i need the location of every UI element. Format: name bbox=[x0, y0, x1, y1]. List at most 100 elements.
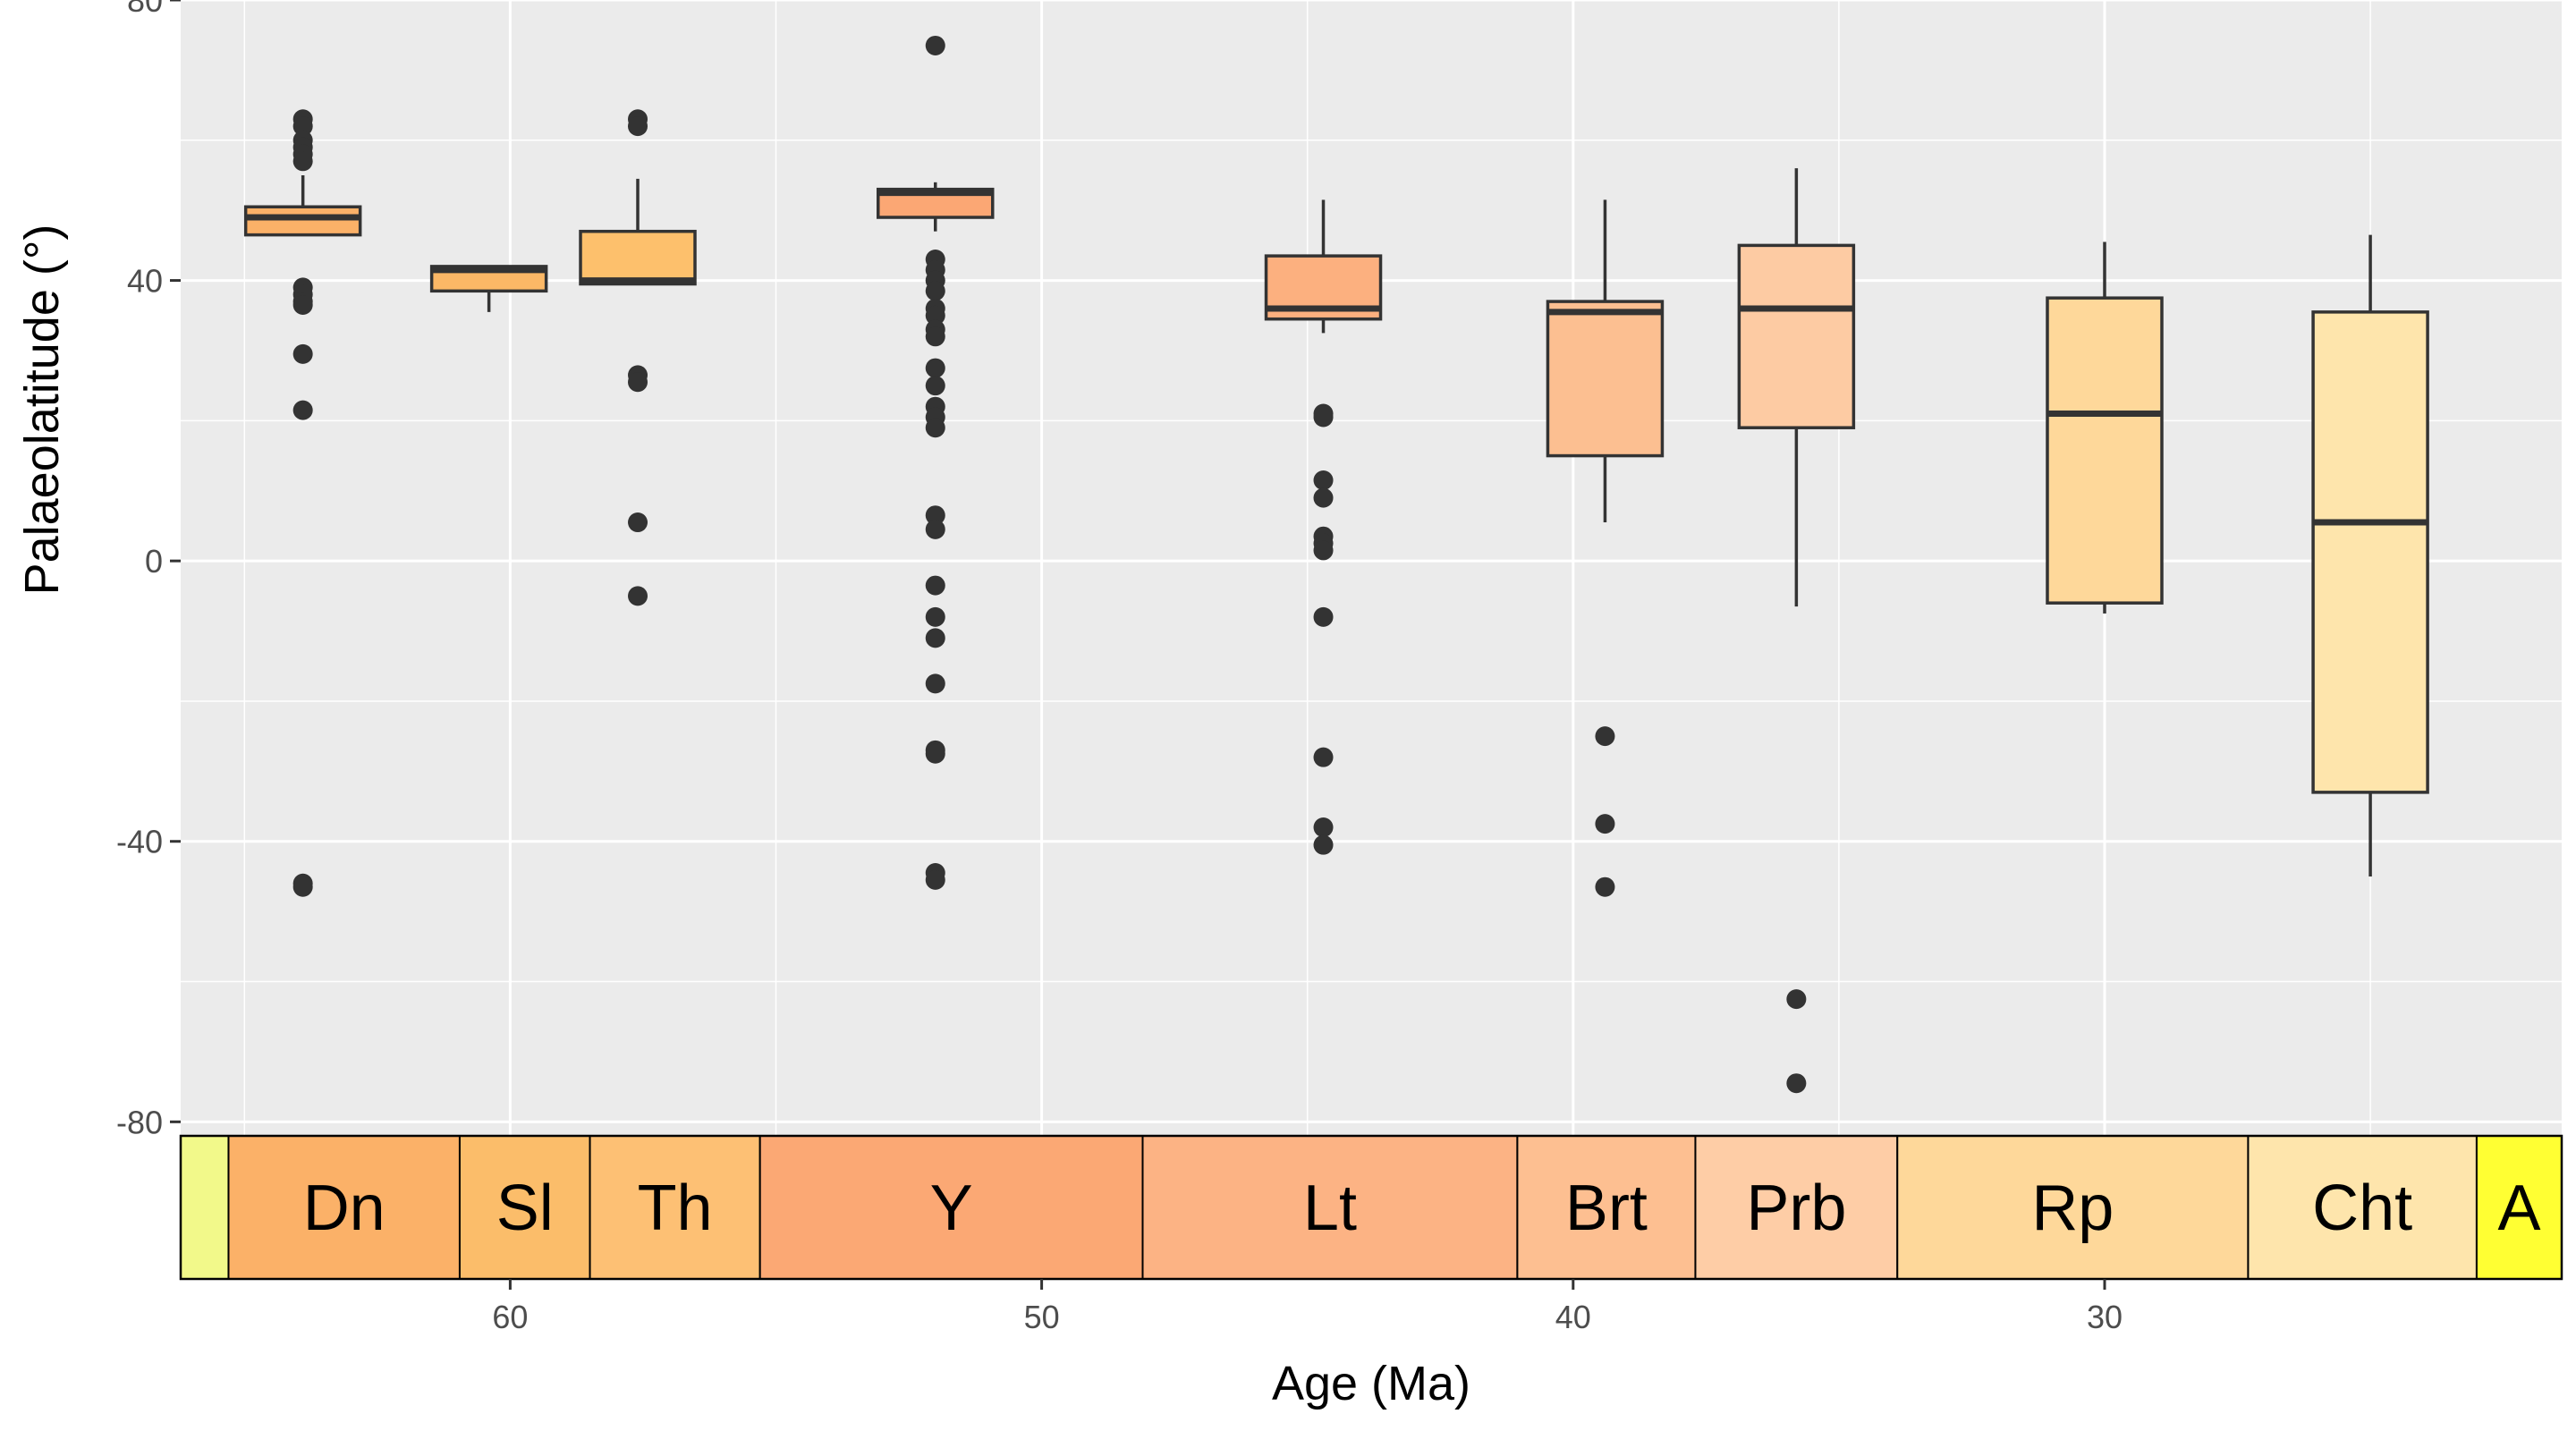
stage-label: Lt bbox=[1303, 1173, 1357, 1244]
outlier-point bbox=[1313, 470, 1334, 491]
outlier-point bbox=[292, 116, 313, 137]
stage-label: Sl bbox=[496, 1173, 554, 1244]
outlier-point bbox=[292, 400, 313, 420]
outlier-point bbox=[925, 869, 945, 890]
stage-Cht: Cht bbox=[2247, 1135, 2478, 1280]
y-tick-label: 0 bbox=[145, 543, 163, 580]
stage-cell bbox=[458, 1135, 591, 1280]
stage-label: Y bbox=[930, 1173, 973, 1244]
outlier-point bbox=[1313, 834, 1334, 855]
stage-label: Rp bbox=[2031, 1173, 2114, 1244]
stage-cell bbox=[1896, 1135, 2250, 1280]
stage-Y: Y bbox=[758, 1135, 1144, 1280]
x-tick-label: 40 bbox=[1555, 1299, 1591, 1335]
x-tick-label: 30 bbox=[2087, 1299, 2123, 1335]
stage-Rp: Rp bbox=[1896, 1135, 2250, 1280]
box-Brt bbox=[1546, 199, 1665, 897]
outlier-point bbox=[1595, 876, 1615, 897]
outlier-point bbox=[1595, 814, 1615, 834]
stage-Brt: Brt bbox=[1516, 1135, 1697, 1280]
outlier-point bbox=[925, 628, 945, 648]
outlier-point bbox=[1786, 989, 1807, 1010]
y-tick-label: 40 bbox=[127, 263, 163, 300]
y-axis-title: Palaeolatitude (°) bbox=[15, 224, 69, 596]
box-iqr bbox=[2046, 296, 2164, 605]
stage-cell bbox=[180, 1135, 230, 1280]
stage-unlabeled bbox=[180, 1135, 230, 1280]
box-iqr bbox=[1546, 300, 1665, 458]
outlier-point bbox=[925, 673, 945, 694]
y-tick-label: 80 bbox=[127, 0, 163, 19]
box-series bbox=[243, 35, 2429, 1094]
stage-Lt: Lt bbox=[1141, 1135, 1519, 1280]
stage-cell bbox=[2247, 1135, 2478, 1280]
stage-label: Prb bbox=[1746, 1173, 1846, 1244]
box-iqr bbox=[243, 205, 362, 237]
outlier-point bbox=[628, 512, 648, 533]
box-Prb bbox=[1737, 168, 1856, 1094]
stage-cell bbox=[1141, 1135, 1519, 1280]
x-tick-label: 60 bbox=[492, 1299, 528, 1335]
box-iqr bbox=[1737, 243, 1856, 429]
stage-Prb: Prb bbox=[1694, 1135, 1899, 1280]
outlier-point bbox=[925, 376, 945, 396]
outlier-point bbox=[292, 343, 313, 364]
stage-cell bbox=[758, 1135, 1144, 1280]
stage-A: A bbox=[2475, 1135, 2563, 1280]
outlier-point bbox=[925, 575, 945, 596]
outlier-point bbox=[1313, 540, 1334, 561]
stage-Dn: Dn bbox=[227, 1135, 461, 1280]
stage-label: A bbox=[2497, 1173, 2540, 1244]
stage-bar-border bbox=[179, 1134, 2563, 1281]
stage-label: Th bbox=[638, 1173, 713, 1244]
stage-cell bbox=[1694, 1135, 1899, 1280]
outlier-point bbox=[292, 876, 313, 897]
outlier-point bbox=[925, 358, 945, 378]
outlier-point bbox=[1595, 726, 1615, 747]
outlier-point bbox=[925, 743, 945, 764]
box-Lt bbox=[1264, 199, 1383, 855]
stage-bar: Dn Sl Th Y Lt Brt Prb Rp Cht A bbox=[179, 1134, 2576, 1281]
outlier-point bbox=[925, 418, 945, 438]
box-Rp bbox=[2046, 241, 2164, 614]
outlier-point bbox=[628, 372, 648, 393]
stage-Th: Th bbox=[589, 1135, 761, 1280]
stage-Sl: Sl bbox=[458, 1135, 591, 1280]
outlier-point bbox=[925, 35, 945, 55]
box-Th bbox=[579, 109, 697, 606]
box-Y bbox=[877, 35, 995, 890]
y-axis: 80 40 0 -40 -80 bbox=[116, 0, 181, 1140]
box-Dn bbox=[243, 109, 362, 897]
box-iqr bbox=[579, 229, 697, 286]
outlier-point bbox=[925, 281, 945, 301]
outlier-point bbox=[628, 586, 648, 606]
stage-bar-clip bbox=[2563, 1134, 2576, 1281]
stage-label: Brt bbox=[1565, 1173, 1648, 1244]
box-Cht bbox=[2311, 234, 2429, 876]
outlier-point bbox=[1313, 407, 1334, 428]
outlier-point bbox=[292, 151, 313, 172]
y-tick-label: -80 bbox=[116, 1104, 163, 1140]
x-axis-title: Age (Ma) bbox=[1272, 1357, 1470, 1410]
plot-panel bbox=[181, 0, 2562, 1136]
stage-label: Cht bbox=[2312, 1173, 2412, 1244]
x-axis: 60 50 40 30 bbox=[492, 1279, 2123, 1335]
outlier-point bbox=[1786, 1073, 1807, 1094]
stage-label: Dn bbox=[303, 1173, 386, 1244]
y-tick-label: -40 bbox=[116, 824, 163, 860]
outlier-point bbox=[925, 519, 945, 539]
x-tick-label: 50 bbox=[1024, 1299, 1060, 1335]
outlier-point bbox=[925, 305, 945, 326]
stage-cell bbox=[227, 1135, 461, 1280]
outlier-point bbox=[925, 326, 945, 347]
stage-cell bbox=[589, 1135, 761, 1280]
outlier-point bbox=[1313, 606, 1334, 627]
outlier-point bbox=[628, 116, 648, 137]
outlier-point bbox=[1313, 487, 1334, 508]
outlier-point bbox=[1313, 747, 1334, 767]
box-Sl bbox=[429, 265, 548, 312]
outlier-point bbox=[292, 295, 313, 316]
box-iqr bbox=[2311, 310, 2429, 794]
outlier-point bbox=[1313, 817, 1334, 838]
